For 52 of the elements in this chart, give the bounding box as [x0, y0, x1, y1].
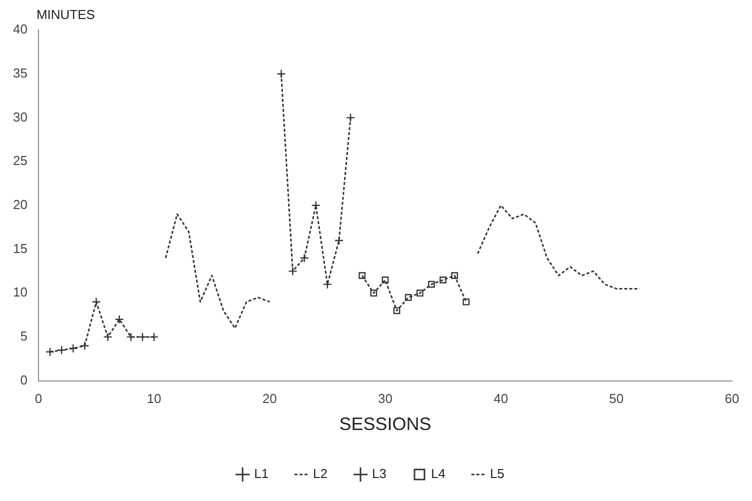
point — [300, 253, 309, 263]
point — [126, 332, 136, 342]
y-tick-label: 40 — [12, 22, 28, 37]
x-tick-label: 50 — [609, 391, 624, 406]
legend-label: L5 — [490, 466, 504, 482]
point — [346, 113, 356, 122]
x-tick-label: 30 — [378, 391, 392, 406]
point — [80, 341, 90, 350]
y-tick-label: 10 — [12, 284, 28, 300]
point — [462, 298, 470, 306]
point — [334, 236, 344, 246]
legend-label: L2 — [313, 466, 328, 482]
point — [358, 272, 366, 279]
y-tick-label: 20 — [12, 196, 28, 212]
x-tick-label: 60 — [724, 391, 740, 406]
point — [276, 69, 286, 78]
y-tick-label: 0 — [20, 372, 28, 388]
point — [404, 294, 412, 301]
x-tick-label: 40 — [494, 391, 508, 406]
line-series — [476, 204, 640, 290]
point — [382, 276, 389, 284]
point — [149, 332, 159, 342]
point — [322, 280, 332, 289]
point — [393, 307, 400, 314]
y-axis-title: MINUTES — [36, 7, 96, 22]
y-tick-label: 30 — [12, 109, 28, 124]
x-tick-label: 10 — [146, 391, 162, 406]
y-tick-label: 35 — [12, 65, 28, 80]
point — [103, 332, 112, 342]
legend-label: L3 — [372, 466, 386, 482]
point — [440, 276, 446, 284]
point — [92, 297, 101, 306]
point — [416, 290, 424, 297]
point — [288, 266, 298, 276]
y-tick-label: 15 — [12, 240, 28, 256]
point — [56, 346, 66, 355]
x-tick-label: 0 — [34, 391, 42, 406]
legend-label: L1 — [254, 466, 269, 482]
line-series — [164, 213, 270, 329]
point — [428, 280, 435, 288]
point — [451, 272, 458, 279]
y-tick-label: 5 — [20, 328, 28, 344]
point — [138, 332, 148, 342]
legend-label: L4 — [430, 466, 446, 482]
x-axis-title: SESSIONS — [339, 414, 432, 434]
point — [311, 200, 320, 210]
point — [68, 344, 78, 353]
point — [114, 314, 124, 324]
point — [370, 290, 378, 297]
x-tick-label: 20 — [262, 391, 277, 406]
point — [45, 347, 55, 356]
y-tick-label: 25 — [12, 153, 28, 168]
